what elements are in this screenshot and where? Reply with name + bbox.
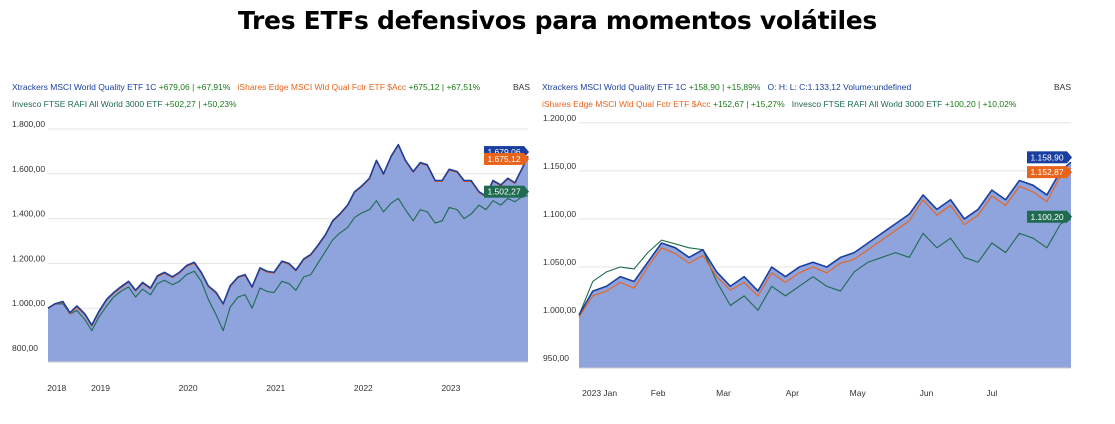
end-value-text: 1.100,20 (1030, 212, 1063, 222)
chart-panel-ytd[interactable]: Xtrackers MSCI World Quality ETF 1C +158… (539, 70, 1079, 402)
legend-ishares-name[interactable]: iShares Edge MSCI Wld Qual Fctr ETF $Acc (542, 99, 711, 109)
end-value-label: 1.502,27 (484, 185, 529, 198)
end-value-text: 1.158,90 (1030, 152, 1063, 162)
x-tick-label: 2020 (179, 383, 198, 393)
series-line-ishares[interactable] (578, 167, 1072, 318)
end-value-badge (1027, 166, 1067, 179)
x-tick-label: Jul (986, 388, 997, 398)
legend-row-1: Xtrackers MSCI World Quality ETF 1C +679… (12, 82, 480, 93)
end-value-label: 1.158,90 (1027, 151, 1072, 164)
legend-xtrackers-name[interactable]: Xtrackers MSCI World Quality ETF 1C (12, 82, 157, 92)
x-tick-label: Apr (786, 388, 799, 398)
x-tick-label: 2023 (441, 383, 460, 393)
y-tick-label: 1.200,00 (12, 253, 45, 263)
x-tick-label: 2021 (266, 383, 285, 393)
y-tick-label: 1.200,00 (543, 113, 576, 123)
legend-invesco-change: +100,20 | +10,02% (944, 99, 1017, 109)
end-value-pointer (524, 152, 529, 165)
x-tick-label: 2019 (91, 383, 110, 393)
end-value-label: 1.100,20 (1027, 210, 1072, 223)
y-tick-label: 1.050,00 (543, 257, 576, 267)
legend-ishares-name[interactable]: iShares Edge MSCI Wld Qual Fctr ETF $Acc (237, 82, 407, 92)
page-title: Tres ETFs defensivos para momentos volát… (238, 6, 877, 35)
legend-invesco-name[interactable]: Invesco FTSE RAFI All World 3000 ETF (12, 99, 163, 109)
legend-row-2: Invesco FTSE RAFI All World 3000 ETF +50… (12, 99, 237, 110)
area-fill-xtrackers (48, 144, 528, 362)
y-tick-label: 1.400,00 (12, 209, 45, 219)
chart-left-svg[interactable]: 800,00 1.000,00 1.200,00 1.400,00 1.600,00 1.… (8, 70, 533, 402)
x-tick-label: 2023 Jan (582, 388, 617, 398)
y-tick-label: 1.800,00 (12, 119, 45, 129)
legend-invesco-name[interactable]: Invesco FTSE RAFI All World 3000 ETF (791, 99, 943, 109)
end-value-label: 1.675,12 (484, 152, 529, 165)
legend-invesco-change: +502,27 | +50,23% (164, 99, 237, 109)
x-tick-label: Feb (651, 388, 666, 398)
y-tick-label: 950,00 (543, 353, 569, 363)
bas-label: BAS (513, 82, 531, 92)
chart-right-svg[interactable]: 950,00 1.000,00 1.050,00 1.100,00 1.150,00 1.… (539, 70, 1079, 402)
x-tick-label: 2022 (354, 383, 373, 393)
legend-ishares-change: +675,12 | +67,51% (408, 82, 481, 92)
end-value-badge (484, 152, 524, 165)
end-value-badge (484, 185, 524, 198)
y-tick-label: 800,00 (12, 343, 38, 353)
end-value-badge (1027, 210, 1067, 223)
legend-xtrackers-change: +679,06 | +67,91% (158, 82, 231, 92)
x-tick-label: Mar (716, 388, 731, 398)
end-value-text: 1.675,12 (487, 154, 520, 164)
x-tick-label: 2018 (47, 383, 66, 393)
x-tick-label: Jun (920, 388, 934, 398)
legend-ohlc-info: O: H: L: C:1.133,12 Volume:undefined (767, 82, 912, 92)
y-tick-label: 1.100,00 (543, 209, 576, 219)
series-line-invesco[interactable] (578, 218, 1072, 316)
chart-panel-multi-year[interactable]: Xtrackers MSCI World Quality ETF 1C +679… (8, 70, 533, 402)
x-tick-label: May (850, 388, 867, 398)
legend-xtrackers-name[interactable]: Xtrackers MSCI World Quality ETF 1C (542, 82, 687, 92)
y-tick-label: 1.000,00 (12, 298, 45, 308)
bas-label: BAS (1054, 82, 1072, 92)
y-tick-label: 1.000,00 (543, 305, 576, 315)
legend-xtrackers-change: +158,90 | +15,89% (688, 82, 761, 92)
series-line-invesco[interactable] (47, 195, 529, 332)
end-value-pointer (1067, 166, 1072, 179)
series-line-xtrackers[interactable] (47, 143, 529, 326)
legend-row-2: iShares Edge MSCI Wld Qual Fctr ETF $Acc… (542, 99, 1016, 110)
end-value-label: 1.152,87 (1027, 166, 1072, 179)
end-value-pointer (524, 185, 529, 198)
end-value-badge (1027, 151, 1067, 164)
end-value-text: 1.152,87 (1030, 167, 1063, 177)
end-value-text: 1.502,27 (487, 187, 520, 197)
legend-ishares-change: +152,67 | +15,27% (713, 99, 785, 109)
legend-row-1: Xtrackers MSCI World Quality ETF 1C +158… (542, 82, 911, 93)
y-tick-label: 1.600,00 (12, 164, 45, 174)
end-value-pointer (1067, 210, 1072, 223)
y-tick-label: 1.150,00 (543, 161, 576, 171)
series-line-xtrackers[interactable] (578, 161, 1072, 316)
end-value-pointer (1067, 151, 1072, 164)
area-fill-xtrackers (579, 162, 1071, 368)
end-value-text: 1.679,06 (487, 147, 520, 157)
